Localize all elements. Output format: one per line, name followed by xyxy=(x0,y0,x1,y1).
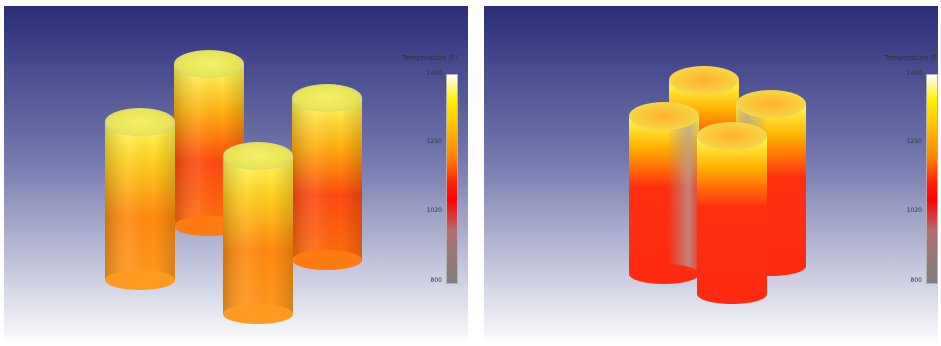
legend-title: Temperature (F) xyxy=(402,54,459,62)
legend-title: Temperature (F) xyxy=(884,54,938,62)
tick-800: 800 xyxy=(910,277,922,284)
cylinder-front xyxy=(697,122,767,304)
cylinder-left xyxy=(629,102,699,284)
cylinder-front xyxy=(223,142,293,324)
tick-1250: 1250 xyxy=(426,138,442,145)
cylinders-render-left xyxy=(4,6,468,346)
cylinder-back xyxy=(174,50,244,236)
temperature-colorbar xyxy=(446,74,458,284)
cylinders-render-right xyxy=(484,6,938,346)
tick-1450: 1450 xyxy=(906,70,922,77)
tick-1450: 1450 xyxy=(426,70,442,77)
tick-800: 800 xyxy=(430,277,442,284)
render-panel-right: Temperature (F) 1450 1250 1020 800 xyxy=(484,6,938,346)
render-panel-left: Temperature (F) 1450 1250 1020 800 xyxy=(4,6,468,346)
cylinder-left xyxy=(105,108,175,290)
tick-1020: 1020 xyxy=(906,207,922,214)
cylinder-right xyxy=(292,84,362,270)
temperature-colorbar xyxy=(926,74,938,284)
tick-1020: 1020 xyxy=(426,207,442,214)
tick-1250: 1250 xyxy=(906,138,922,145)
